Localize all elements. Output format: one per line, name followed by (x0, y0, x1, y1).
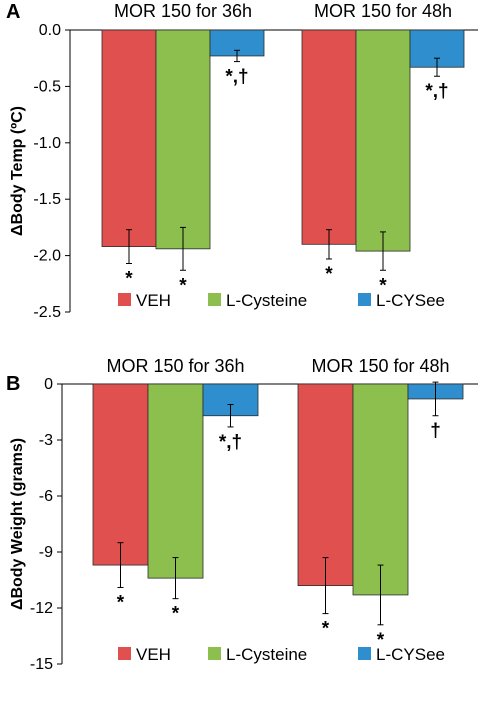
significance-mark: * (117, 592, 125, 613)
y-tick-label: -3 (39, 432, 53, 449)
category-label: MOR 150 for 36h (106, 356, 244, 376)
y-axis-title: ΔBody Weight (grams) (9, 438, 26, 610)
significance-mark: * (125, 268, 133, 289)
significance-mark: *,† (225, 67, 248, 88)
bar (352, 383, 409, 596)
y-tick-label: 0.0 (39, 22, 61, 39)
panel-label: A (6, 1, 20, 23)
legend-label: L-CYSee (376, 645, 445, 664)
y-tick-label: -2.0 (33, 248, 61, 265)
bar (297, 383, 354, 587)
y-tick-label: -6 (39, 488, 53, 505)
significance-mark: * (377, 630, 385, 651)
bar (101, 29, 157, 247)
legend-label: VEH (136, 645, 171, 664)
significance-mark: * (322, 619, 330, 640)
legend-swatch (208, 647, 221, 660)
bar (355, 29, 411, 252)
y-tick-label: -9 (39, 544, 53, 561)
significance-mark: * (172, 604, 180, 625)
legend-label: L-CYSee (376, 291, 445, 310)
panel-label: B (6, 373, 20, 395)
legend-label: VEH (136, 291, 171, 310)
bar (155, 29, 211, 250)
significance-mark: * (379, 275, 387, 296)
y-tick-label: -1.5 (33, 191, 61, 208)
y-tick-label: -15 (30, 656, 53, 673)
significance-mark: * (179, 275, 187, 296)
legend-label: L-Cysteine (226, 645, 307, 664)
bar (147, 383, 204, 579)
legend-label: L-Cysteine (226, 291, 307, 310)
y-axis-title: ΔBody Temp (ºC) (9, 106, 26, 236)
category-label: MOR 150 for 36h (114, 1, 252, 21)
category-label: MOR 150 for 48h (314, 1, 452, 21)
y-tick-label: 0 (44, 376, 53, 393)
significance-mark: *,† (425, 81, 448, 102)
legend-swatch (118, 293, 131, 306)
y-tick-label: -12 (30, 600, 53, 617)
bar (92, 383, 149, 566)
y-tick-label: -2.5 (33, 304, 61, 321)
legend-swatch (358, 293, 371, 306)
legend-swatch (118, 647, 131, 660)
significance-mark: *,† (219, 432, 242, 453)
bar (301, 29, 357, 245)
category-label: MOR 150 for 48h (311, 356, 449, 376)
legend-swatch (208, 293, 221, 306)
y-tick-label: -1.0 (33, 135, 61, 152)
y-tick-label: -0.5 (33, 78, 61, 95)
significance-mark: † (430, 421, 441, 442)
legend-swatch (358, 647, 371, 660)
significance-mark: * (325, 264, 333, 285)
